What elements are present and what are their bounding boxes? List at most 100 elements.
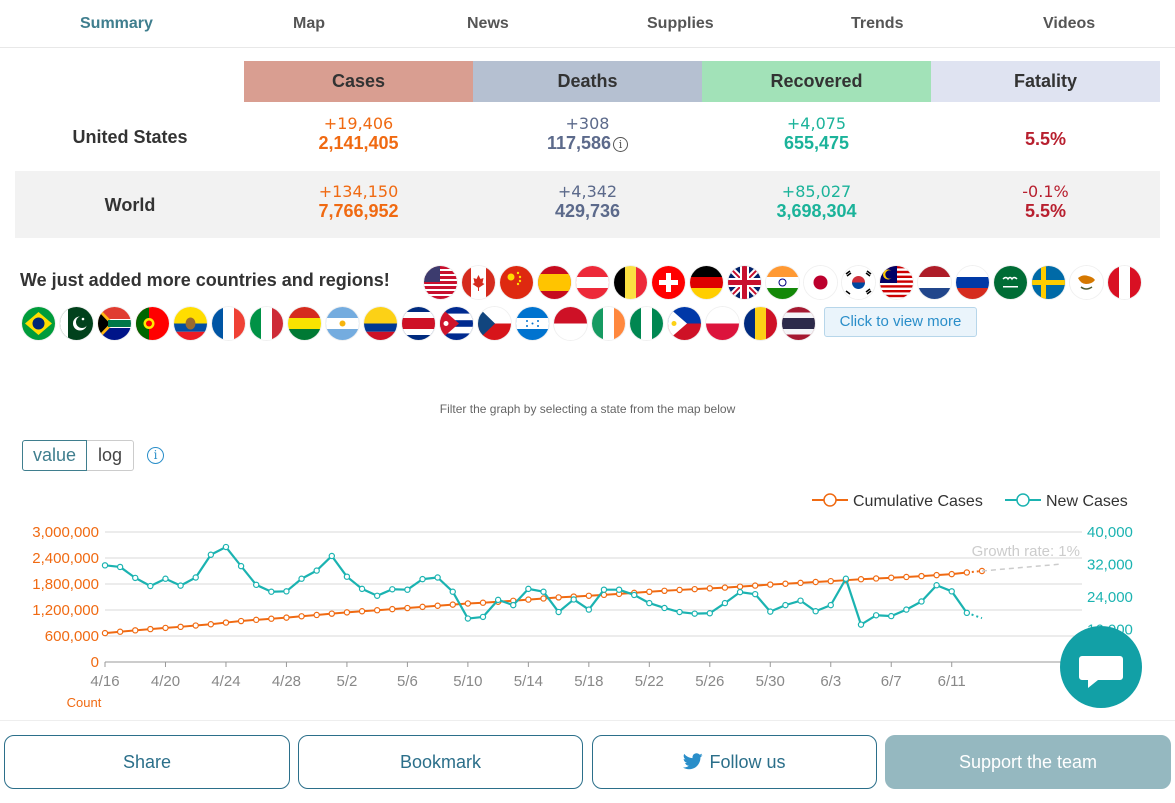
new-cases-point <box>283 588 290 595</box>
south-korea-flag-icon[interactable] <box>842 266 875 299</box>
costa-rica-flag-icon[interactable] <box>402 307 435 340</box>
france-flag-icon[interactable] <box>212 307 245 340</box>
ecuador-flag-icon[interactable] <box>174 307 207 340</box>
colombia-flag-icon[interactable] <box>364 307 397 340</box>
saudi-arabia-flag-icon[interactable] <box>994 266 1027 299</box>
new-cases-point <box>116 563 124 571</box>
india-flag-icon[interactable] <box>766 266 799 299</box>
russia-flag-icon[interactable] <box>956 266 989 299</box>
austria-flag-icon[interactable] <box>576 266 609 299</box>
philippines-flag-icon[interactable] <box>668 307 701 340</box>
share-button[interactable]: Share <box>4 735 290 789</box>
new-cases-point <box>162 575 169 582</box>
thailand-flag-icon[interactable] <box>782 307 815 340</box>
x-tick-label: 5/10 <box>453 673 482 690</box>
new-cases-point <box>691 610 698 617</box>
tab-map[interactable]: Map <box>293 15 325 32</box>
peru-flag-icon[interactable] <box>1108 266 1141 299</box>
south-africa-flag-icon[interactable] <box>98 307 131 340</box>
right-tick-label: 32,000 <box>1087 557 1133 574</box>
cumulative-cases-point <box>147 625 154 633</box>
new-cases-point <box>797 597 804 604</box>
value-toggle-button[interactable]: value <box>22 440 87 471</box>
tab-supplies[interactable]: Supplies <box>647 15 714 32</box>
cumulative-cases-point <box>101 629 109 637</box>
new-cases-point <box>222 543 230 551</box>
log-toggle-button[interactable]: log <box>87 440 134 471</box>
chat-bubble-icon <box>1079 656 1123 688</box>
spain-flag-icon[interactable] <box>538 266 571 299</box>
new-cases-point <box>101 562 109 569</box>
cases-chart[interactable]: 0 600,000 1,200,000 1,800,000 2,400,000 3,000… <box>0 480 1175 720</box>
new-cases-line <box>104 545 968 626</box>
cumulative-cases-point <box>464 600 472 607</box>
world-recovered-total: 3,698,304 <box>776 201 857 221</box>
cyprus-flag-icon[interactable] <box>1070 266 1103 299</box>
world-fatality-delta: -0.1% <box>1022 182 1069 201</box>
germany-flag-icon[interactable] <box>690 266 723 299</box>
usa-flag-icon[interactable] <box>424 266 457 299</box>
brazil-flag-icon[interactable] <box>22 307 55 340</box>
romania-flag-icon[interactable] <box>744 307 777 340</box>
cumulative-cases-point <box>253 616 260 624</box>
cumulative-cases-point <box>691 585 698 593</box>
portugal-flag-icon[interactable] <box>136 307 169 340</box>
tab-summary[interactable]: Summary <box>80 15 153 32</box>
left-tick-label: 1,200,000 <box>32 602 99 619</box>
cuba-flag-icon[interactable] <box>440 307 473 340</box>
row-world[interactable]: World +134,150 7,766,952 +4,342 429,736 … <box>15 171 1160 238</box>
view-more-button[interactable]: Click to view more <box>824 307 977 337</box>
honduras-flag-icon[interactable] <box>516 307 549 340</box>
bolivia-flag-icon[interactable] <box>288 307 321 340</box>
cumulative-cases-point <box>963 569 971 576</box>
cumulative-cases-point <box>373 607 381 614</box>
switzerland-flag-icon[interactable] <box>652 266 685 299</box>
new-cases-point <box>404 586 411 593</box>
new-cases-point <box>933 582 940 589</box>
x-tick-label: 5/22 <box>635 673 664 690</box>
canada-flag-icon[interactable] <box>462 266 495 299</box>
growth-rate-annotation: Growth rate: 1% <box>972 543 1080 560</box>
world-recovered-delta: +85,027 <box>781 182 852 201</box>
japan-flag-icon[interactable] <box>804 266 837 299</box>
support-button[interactable]: Support the team <box>885 735 1171 789</box>
new-cases-point <box>207 551 215 558</box>
follow-button[interactable]: Follow us <box>592 735 877 789</box>
new-cases-point <box>842 575 850 582</box>
netherlands-flag-icon[interactable] <box>918 266 951 299</box>
x-tick-label: 5/18 <box>574 673 603 690</box>
belgium-flag-icon[interactable] <box>614 266 647 299</box>
cumulative-cases-point <box>797 579 804 587</box>
legend-marker-new-cases <box>1016 493 1030 507</box>
bookmark-button[interactable]: Bookmark <box>298 735 583 789</box>
uk-flag-icon[interactable] <box>728 266 761 299</box>
tab-videos[interactable]: Videos <box>1043 15 1096 32</box>
pakistan-flag-icon[interactable] <box>60 307 93 340</box>
row-united-states[interactable]: United States +19,406 2,141,405 +308 117… <box>15 103 1160 170</box>
new-cases-point <box>751 590 759 598</box>
argentina-flag-icon[interactable] <box>326 307 359 340</box>
ireland-flag-icon[interactable] <box>592 307 625 340</box>
tab-trends[interactable]: Trends <box>851 15 904 32</box>
tab-news[interactable]: News <box>467 15 509 32</box>
czechia-flag-icon[interactable] <box>478 307 511 340</box>
x-tick-label: 4/28 <box>272 673 301 690</box>
italy-flag-icon[interactable] <box>250 307 283 340</box>
poland-flag-icon[interactable] <box>706 307 739 340</box>
malaysia-flag-icon[interactable] <box>880 266 913 299</box>
info-icon[interactable]: i <box>613 136 629 152</box>
chat-button[interactable] <box>1060 626 1142 708</box>
new-cases-point <box>706 610 714 617</box>
nigeria-flag-icon[interactable] <box>630 307 663 340</box>
cumulative-cases-point <box>736 583 744 590</box>
china-flag-icon[interactable] <box>500 266 533 299</box>
sweden-flag-icon[interactable] <box>1032 266 1065 299</box>
cumulative-cases-point <box>933 571 940 579</box>
x-tick-label: 6/3 <box>820 673 841 690</box>
cumulative-cases-point <box>661 587 668 595</box>
info-icon[interactable]: i <box>147 447 164 464</box>
cumulative-cases-point <box>479 599 487 606</box>
new-cases-point <box>328 552 335 560</box>
filter-hint: Filter the graph by selecting a state fr… <box>439 402 736 416</box>
indonesia-flag-icon[interactable] <box>554 307 587 340</box>
